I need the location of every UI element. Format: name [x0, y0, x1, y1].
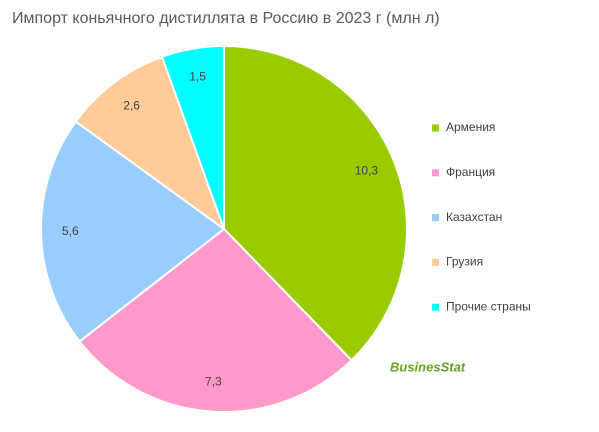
data-label: 2,6: [123, 98, 140, 112]
pie-slice: [223, 44, 408, 362]
pie-slice: [74, 55, 227, 232]
pie-slice: [160, 44, 225, 230]
legend-label: Грузия: [446, 255, 483, 269]
legend-marker: [432, 214, 439, 222]
data-label: 10,3: [355, 163, 379, 177]
legend-marker: [432, 124, 439, 132]
chart-title: Импорт коньячного дистиллята в Россию в …: [12, 10, 440, 27]
legend-marker: [432, 169, 439, 177]
data-label: 7,3: [205, 375, 222, 389]
legend-label: Прочие страны: [446, 299, 531, 313]
data-label: 1,5: [189, 70, 206, 84]
legend-marker: [432, 258, 439, 266]
legend-label: Франция: [446, 165, 495, 179]
legend-marker: [432, 303, 439, 311]
legend-label: Армения: [446, 120, 495, 134]
pie-slice: [78, 227, 353, 413]
legend-label: Казахстан: [446, 210, 502, 224]
pie-slice: [40, 120, 226, 343]
data-label: 5,6: [62, 224, 79, 238]
watermark: BusinesStat: [390, 359, 466, 374]
